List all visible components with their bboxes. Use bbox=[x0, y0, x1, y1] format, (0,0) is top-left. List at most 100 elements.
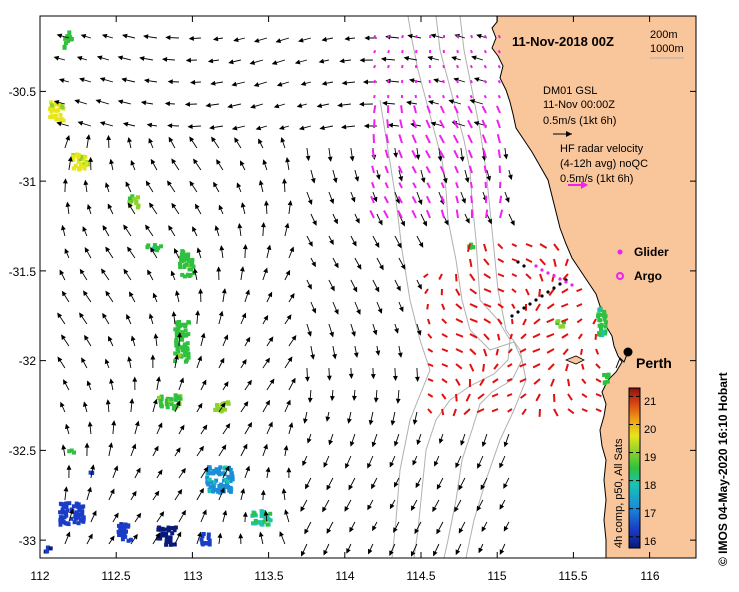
current-vector-head bbox=[279, 531, 284, 537]
current-vector-head bbox=[117, 55, 124, 61]
current-vector-head bbox=[149, 202, 154, 208]
current-vector-head bbox=[378, 219, 383, 226]
current-vector-head bbox=[316, 103, 323, 109]
current-vector-head bbox=[171, 158, 177, 164]
sst-pixel bbox=[78, 505, 82, 509]
current-vector-head bbox=[372, 329, 378, 336]
sst-pixel bbox=[120, 523, 125, 528]
glider-vector bbox=[455, 181, 459, 189]
current-vector-head bbox=[105, 290, 111, 297]
current-vector-head bbox=[65, 531, 71, 538]
current-vector-head bbox=[234, 137, 239, 143]
current-vector-head bbox=[79, 268, 85, 275]
current-vector-head bbox=[79, 77, 85, 83]
current-vector-head bbox=[88, 533, 93, 540]
sst-pixel bbox=[177, 353, 182, 358]
radar-vector bbox=[511, 258, 518, 262]
sst-pixel bbox=[116, 529, 121, 534]
sst-pixel bbox=[207, 542, 212, 547]
sst-pixel bbox=[164, 532, 169, 536]
current-vector-head bbox=[174, 290, 180, 296]
current-vector-head bbox=[236, 182, 242, 189]
sst-pixel bbox=[222, 484, 227, 488]
radar-vector bbox=[492, 378, 499, 384]
radar-vector bbox=[567, 408, 575, 415]
current-vector-head bbox=[285, 269, 291, 276]
sst-pixel bbox=[207, 538, 212, 543]
glider-vector bbox=[371, 165, 375, 174]
glider-vector bbox=[373, 34, 377, 39]
radar-vector bbox=[548, 288, 555, 296]
sst-pixel bbox=[228, 468, 233, 472]
current-vector-head bbox=[179, 377, 185, 383]
radar-vector bbox=[441, 318, 448, 325]
radar-vector bbox=[469, 258, 473, 268]
current-vector-head bbox=[286, 399, 291, 406]
current-vector-head bbox=[127, 202, 133, 209]
current-vector-head bbox=[283, 444, 289, 451]
sst-pixel bbox=[182, 343, 187, 348]
glider-vector bbox=[469, 79, 473, 84]
glider-vector bbox=[401, 64, 404, 69]
sst-pixel bbox=[168, 535, 173, 540]
current-vector-head bbox=[389, 550, 394, 556]
perth-pointer bbox=[615, 351, 629, 369]
current-vector-head bbox=[327, 156, 333, 162]
sst-pixel bbox=[207, 466, 212, 471]
sst-pixel bbox=[211, 480, 216, 485]
glider-vector bbox=[397, 210, 403, 219]
current-vector-head bbox=[285, 157, 291, 163]
radar-vector bbox=[483, 318, 492, 324]
sst-pixel bbox=[259, 510, 264, 515]
current-vector-head bbox=[113, 465, 119, 471]
sst-pixel bbox=[597, 323, 602, 328]
current-vector-head bbox=[499, 504, 505, 510]
current-vector-head bbox=[85, 134, 91, 140]
current-vector-head bbox=[507, 174, 513, 181]
current-vector-head bbox=[346, 548, 351, 554]
current-vector-head bbox=[240, 160, 245, 166]
glider-label: Glider bbox=[634, 245, 669, 259]
glider-vector bbox=[467, 105, 473, 114]
glider-vector bbox=[452, 134, 459, 144]
current-vector-head bbox=[263, 314, 269, 321]
current-vector-head bbox=[367, 462, 372, 469]
current-vector-head bbox=[174, 354, 179, 360]
sst-pixel bbox=[251, 521, 255, 526]
current-vector-head bbox=[286, 314, 292, 320]
sst-pixel bbox=[69, 448, 74, 453]
glider-vector bbox=[425, 119, 431, 129]
argo-label: Argo bbox=[634, 269, 662, 283]
radar-vector bbox=[497, 273, 505, 278]
glider-vector bbox=[373, 94, 376, 99]
current-vector-head bbox=[150, 246, 155, 253]
current-vector-head bbox=[294, 59, 301, 65]
sst-pixel bbox=[208, 484, 213, 489]
sst-pixel bbox=[82, 166, 87, 171]
current-vector-head bbox=[263, 200, 269, 206]
glider-vector bbox=[455, 94, 459, 99]
sst-pixel bbox=[165, 540, 170, 544]
radar-vector bbox=[564, 363, 569, 372]
model-name: DM01 GSL bbox=[543, 85, 597, 97]
radar-vector bbox=[423, 273, 429, 279]
sst-pixel bbox=[57, 117, 62, 122]
current-vector-head bbox=[153, 445, 159, 452]
radar-vector bbox=[497, 303, 504, 309]
current-vector-head bbox=[353, 352, 359, 358]
sst-pixel bbox=[80, 513, 85, 517]
sst-pixel bbox=[62, 45, 67, 50]
sst-pixel bbox=[126, 538, 131, 543]
current-vector-head bbox=[273, 103, 280, 109]
sst-pixel bbox=[184, 262, 189, 267]
current-vector-head bbox=[86, 380, 92, 387]
sst-pixel bbox=[71, 166, 76, 171]
sst-pixel bbox=[49, 103, 54, 108]
radar-vector bbox=[546, 303, 555, 310]
colorbar-tick-label: 18 bbox=[644, 480, 656, 492]
current-vector-head bbox=[241, 359, 247, 365]
sst-pixel bbox=[178, 265, 183, 270]
hf-radar-vectors bbox=[423, 243, 602, 417]
current-vector-head bbox=[238, 533, 244, 539]
glider-vector bbox=[383, 210, 389, 219]
